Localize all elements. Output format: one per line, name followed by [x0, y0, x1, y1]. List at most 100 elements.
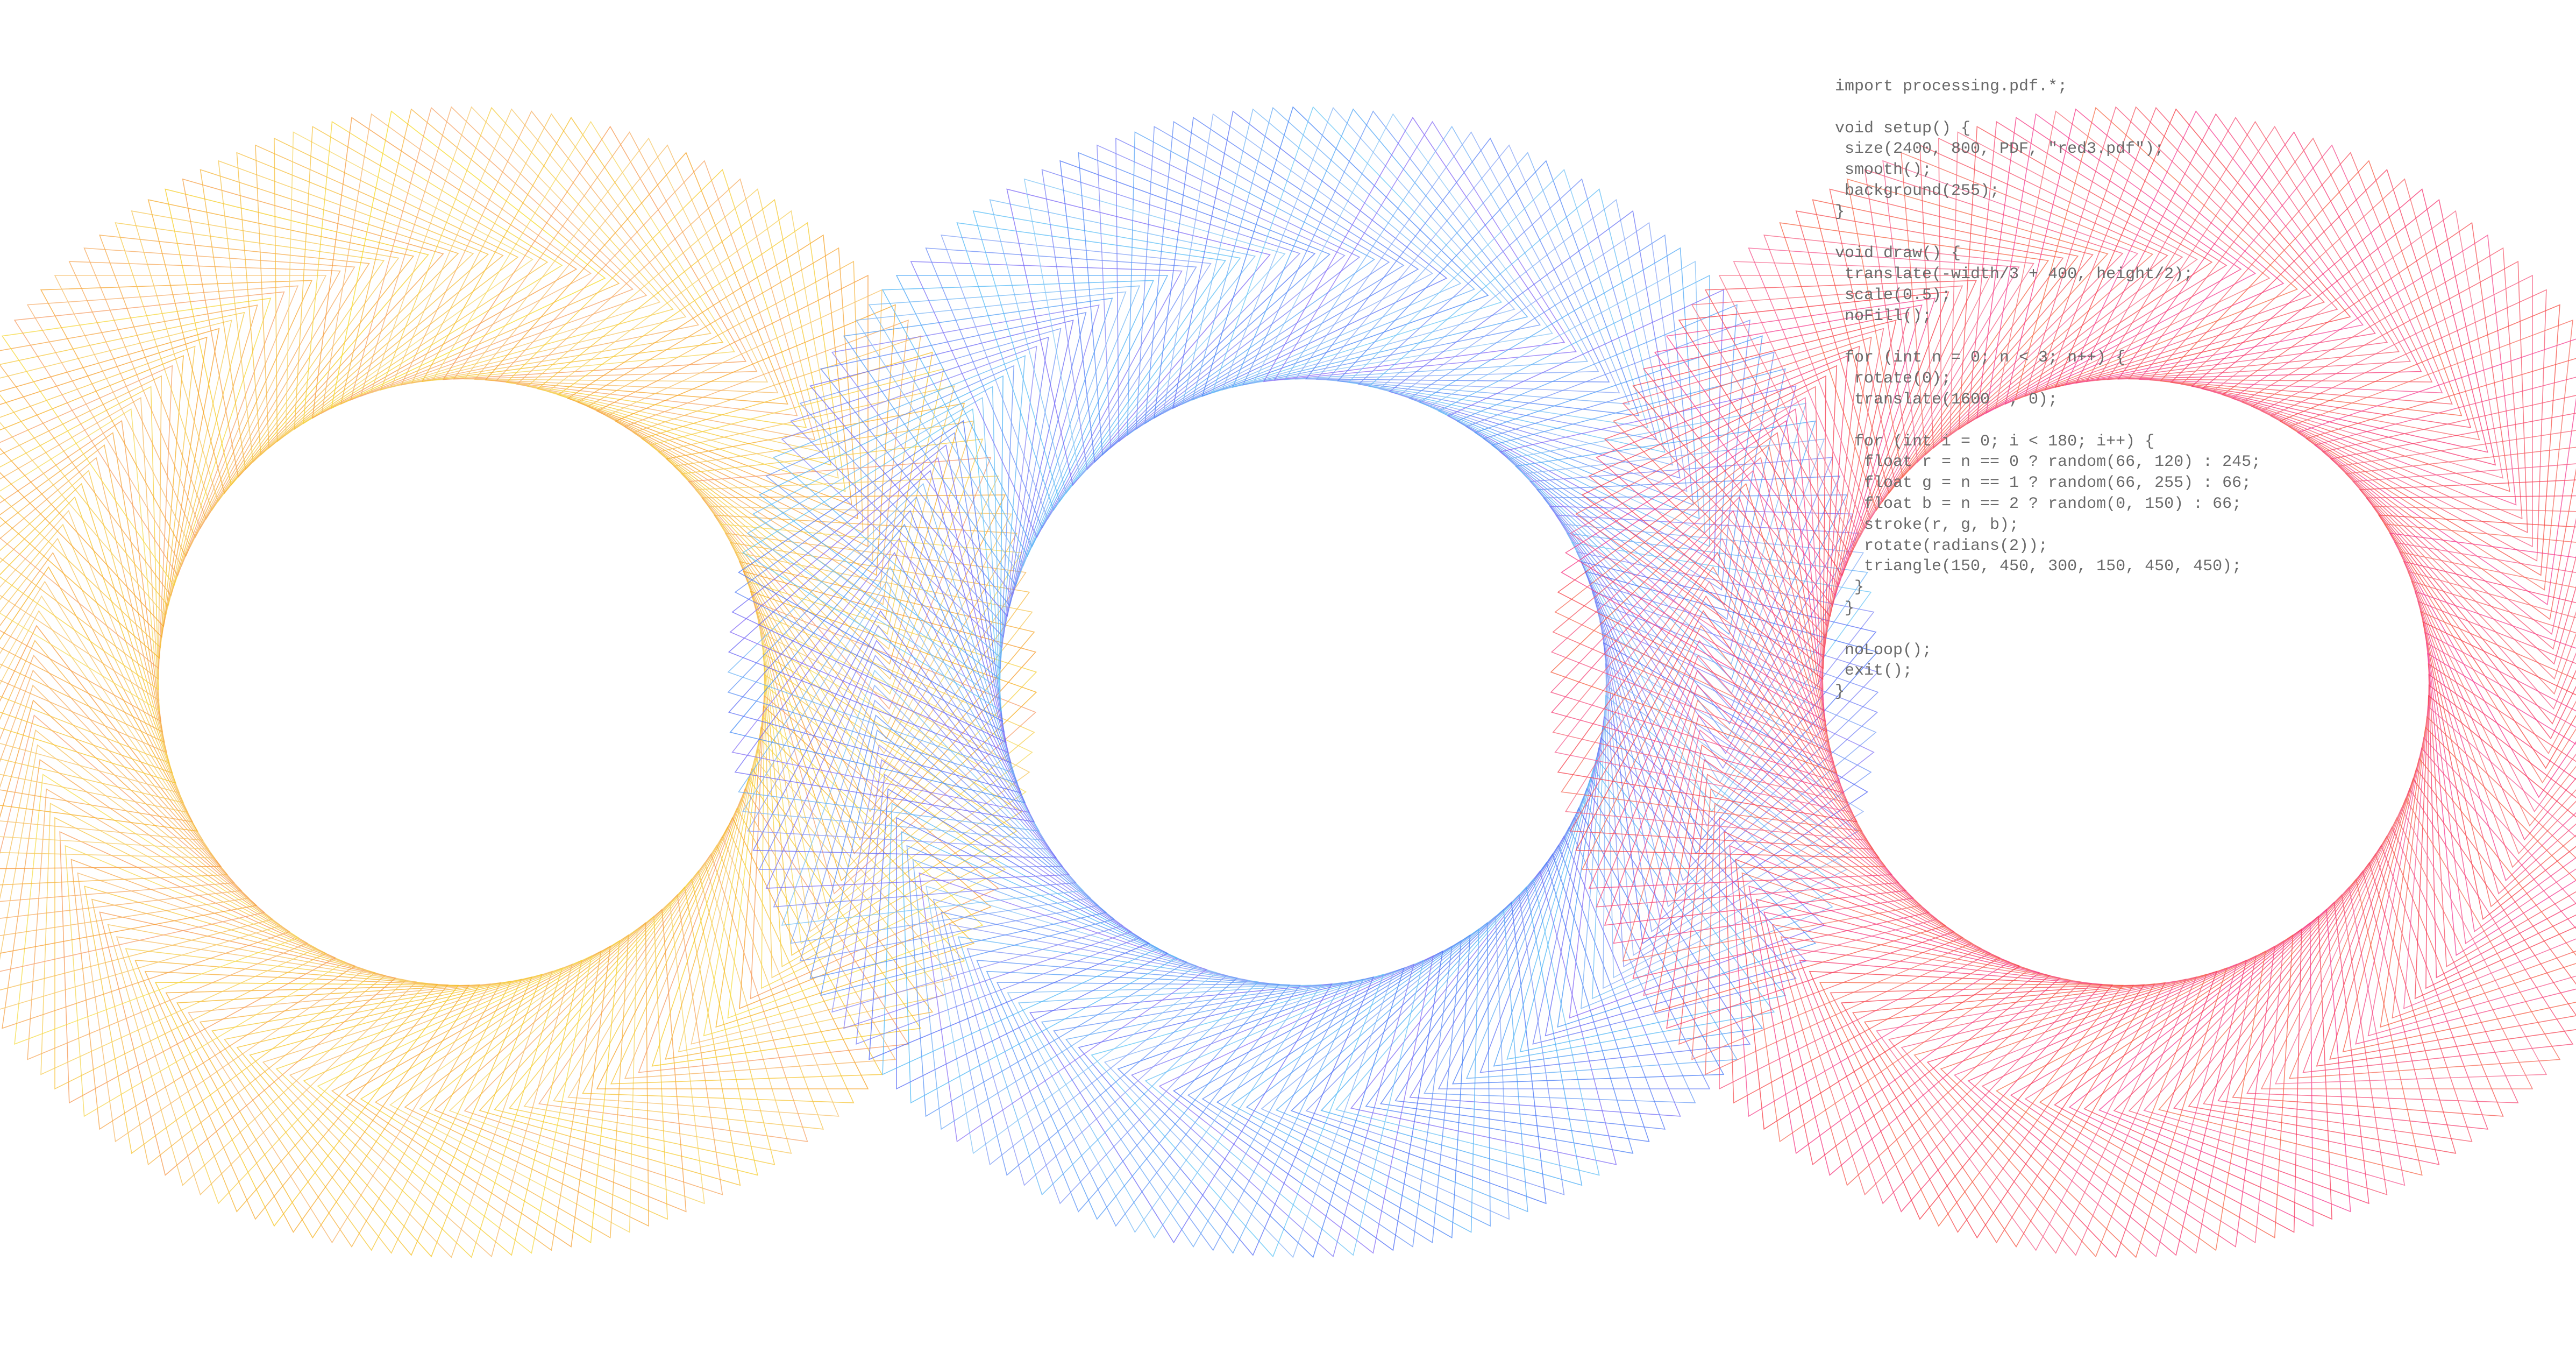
triangle-stroke	[1552, 457, 1832, 754]
triangle-stroke	[14, 774, 300, 1045]
triangle-stroke	[294, 125, 549, 430]
triangle-stroke	[236, 976, 533, 1256]
triangle-stroke	[1852, 983, 2155, 1244]
triangle-stroke	[2251, 260, 2528, 534]
triangle-stroke	[1135, 125, 1390, 430]
triangle-stroke	[1569, 595, 1874, 850]
triangle-stroke	[1557, 551, 1858, 823]
triangle-stroke	[1290, 901, 1547, 1205]
triangle-stroke	[734, 432, 1005, 733]
triangle-stroke	[1901, 976, 2197, 1256]
triangle-stroke	[404, 922, 649, 1227]
triangle-stroke	[0, 365, 173, 670]
triangle-stroke	[1604, 345, 1860, 649]
triangle-stroke	[1888, 979, 2187, 1254]
triangle-stroke	[1605, 674, 1854, 979]
triangle-stroke	[641, 351, 933, 620]
triangle-stroke	[0, 537, 189, 813]
triangle-stroke	[1078, 976, 1375, 1256]
triangle-stroke	[0, 345, 196, 649]
triangle-stroke	[2288, 319, 2573, 591]
triangle-stroke	[1519, 757, 1787, 1053]
processing-source-code: import processing.pdf.*; void setup() { …	[1835, 76, 2261, 703]
triangle-stroke	[2394, 542, 2576, 813]
triangle-stroke	[1588, 640, 1893, 889]
triangle-stroke	[1398, 222, 1688, 492]
triangle-stroke	[2202, 853, 2473, 1142]
triangle-stroke	[665, 767, 934, 1060]
triangle-stroke	[2422, 621, 2576, 920]
triangle-stroke	[546, 210, 839, 479]
triangle-stroke	[2269, 289, 2547, 562]
triangle-stroke	[1482, 351, 1775, 620]
triangle-stroke	[680, 438, 984, 695]
triangle-stroke	[1242, 110, 1541, 386]
triangle-stroke	[84, 886, 376, 1154]
triangle-stroke	[1846, 178, 2109, 478]
triangle-stroke	[734, 551, 1033, 827]
triangle-stroke	[1409, 835, 1681, 1117]
triangle-stroke	[83, 247, 355, 529]
triangle-stroke	[13, 291, 285, 577]
triangle-stroke	[1065, 979, 1364, 1254]
code-line: }	[1835, 578, 1865, 597]
triangle-stroke	[2342, 757, 2576, 1053]
triangle-stroke	[856, 774, 1141, 1045]
triangle-stroke	[713, 514, 1018, 769]
triangle-stroke	[1315, 144, 1620, 394]
code-line: float g = n == 1 ? random(66, 255) : 66;	[1835, 474, 2252, 493]
triangle-stroke	[1741, 872, 2031, 1143]
triangle-stroke	[200, 169, 459, 471]
code-line: rotate(0);	[1835, 370, 1952, 388]
triangle-stroke	[758, 625, 1064, 870]
triangle-stroke	[2068, 922, 2314, 1227]
triangle-stroke	[557, 222, 846, 492]
triangle-stroke	[1779, 222, 2050, 512]
triangle-stroke	[1632, 714, 1930, 979]
triangle-stroke	[0, 744, 282, 1010]
triangle-stroke	[1654, 744, 1947, 1013]
triangle-stroke	[895, 275, 1169, 548]
triangle-stroke	[54, 817, 327, 1090]
yellow-ring	[0, 106, 1037, 1258]
triangle-stroke	[0, 386, 159, 691]
triangle-stroke	[526, 188, 824, 453]
triangle-stroke	[729, 542, 1030, 813]
triangle-stroke	[2127, 137, 2433, 382]
triangle-stroke	[638, 788, 909, 1073]
triangle-stroke	[1447, 289, 1724, 562]
triangle-stroke	[0, 714, 266, 972]
triangle-stroke	[474, 144, 779, 394]
triangle-stroke	[494, 878, 758, 1176]
triangle-stroke	[360, 940, 620, 1244]
triangle-stroke	[1919, 144, 2168, 449]
triangle-stroke	[1201, 106, 1489, 397]
triangle-stroke	[649, 368, 944, 635]
triangle-stroke	[2086, 116, 2388, 382]
blue-ring	[727, 106, 1879, 1258]
triangle-stroke	[0, 320, 232, 618]
code-line: float r = n == 0 ? random(66, 120) : 245…	[1835, 453, 2261, 472]
triangle-stroke	[0, 457, 168, 754]
triangle-stroke	[1231, 928, 1479, 1233]
triangle-stroke	[586, 260, 864, 534]
triangle-stroke	[773, 355, 1026, 659]
triangle-stroke	[1117, 967, 1405, 1258]
triangle-stroke	[2428, 663, 2576, 968]
triangle-stroke	[2414, 590, 2576, 882]
triangle-stroke	[2039, 934, 2294, 1239]
triangle-stroke	[1550, 483, 1838, 774]
triangle-stroke	[2407, 570, 2576, 855]
triangle-stroke	[2190, 188, 2488, 453]
triangle-stroke	[1575, 610, 1880, 859]
triangle-stroke	[0, 551, 194, 823]
triangle-stroke	[1580, 561, 1877, 841]
triangle-stroke	[728, 470, 1012, 764]
triangle-stroke	[27, 788, 309, 1060]
triangle-stroke	[1550, 496, 1841, 784]
triangle-stroke	[2260, 274, 2533, 548]
triangle-stroke	[1357, 178, 1657, 441]
triangle-stroke	[1588, 580, 1879, 868]
triangle-stroke	[2034, 106, 2325, 394]
